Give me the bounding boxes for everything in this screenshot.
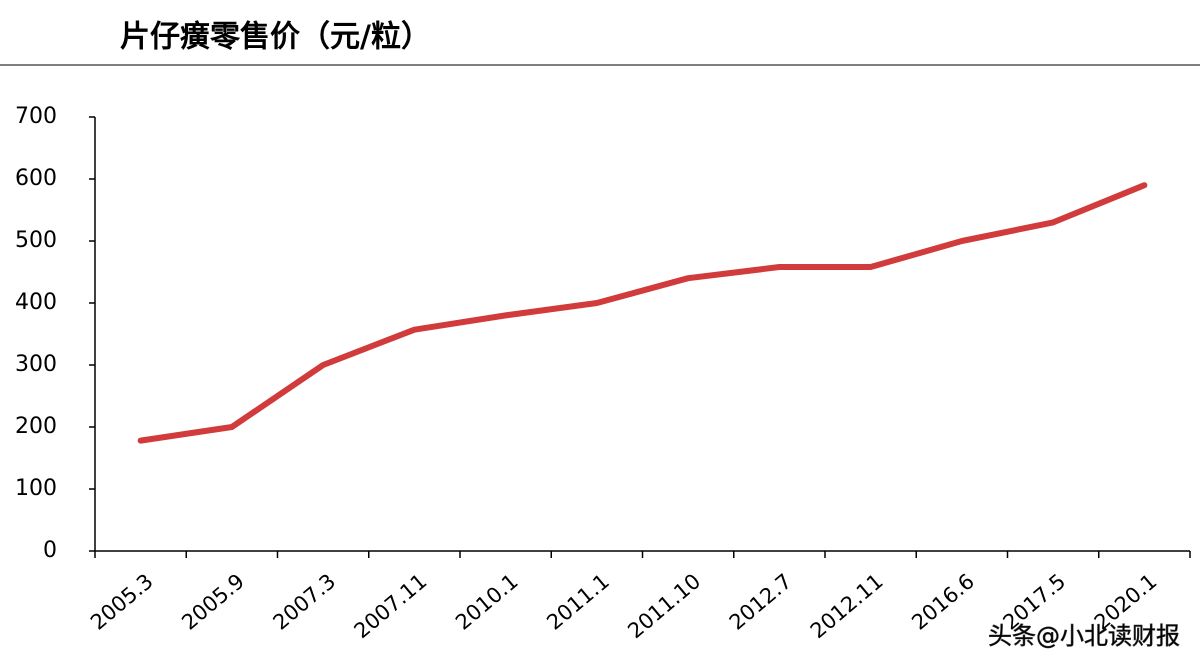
x-tick-label: 2007.3 bbox=[268, 569, 340, 635]
x-tick-label: 2005.9 bbox=[177, 569, 249, 635]
y-tick-label: 0 bbox=[43, 538, 57, 563]
y-tick-label: 600 bbox=[15, 166, 57, 191]
x-tick-label: 2016.6 bbox=[907, 569, 979, 635]
x-tick-label: 2010.1 bbox=[451, 569, 523, 635]
y-tick-label: 300 bbox=[15, 352, 57, 377]
watermark: 头条@小北读财报 bbox=[988, 622, 1180, 650]
x-tick-label: 2012.11 bbox=[806, 569, 888, 643]
x-tick-label: 2007.11 bbox=[349, 569, 431, 643]
chart-title: 片仔癀零售价（元/粒） bbox=[120, 20, 431, 55]
x-tick-label: 2012.7 bbox=[725, 569, 797, 635]
y-tick-label: 200 bbox=[15, 414, 57, 439]
x-tick-label: 2011.10 bbox=[623, 569, 705, 643]
line-series bbox=[137, 182, 1148, 444]
y-tick-label: 100 bbox=[15, 476, 57, 501]
y-tick-label: 500 bbox=[15, 228, 57, 253]
y-tick-label: 400 bbox=[15, 290, 57, 315]
x-tick-label: 2005.3 bbox=[86, 569, 158, 635]
x-tick-label: 2011.1 bbox=[542, 569, 614, 635]
y-tick-label: 700 bbox=[15, 104, 57, 129]
